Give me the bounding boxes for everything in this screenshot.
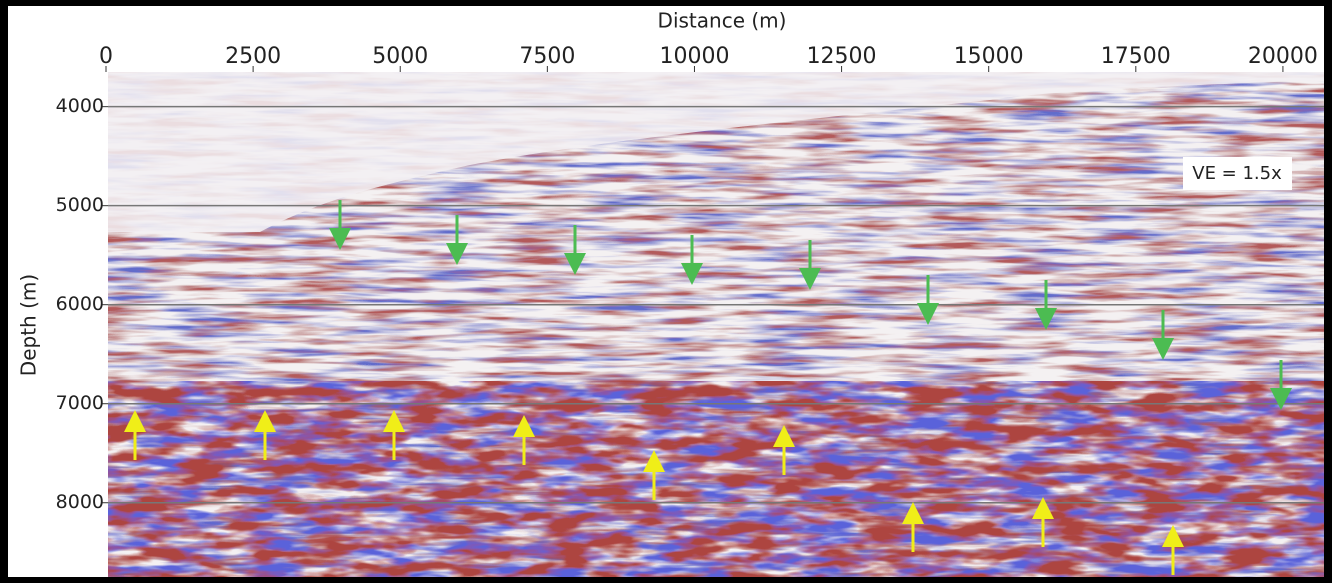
x-tick-label: 5000 <box>372 44 428 69</box>
page: Distance (m) Depth (m) VE = 1.5x 4000 500… <box>0 0 1332 583</box>
y-tick-label: 6000 <box>56 293 104 315</box>
x-tick-label: 2500 <box>225 44 281 69</box>
x-tick-label: 17500 <box>1101 44 1171 69</box>
x-tick-label: 0 <box>99 44 113 69</box>
figure: Distance (m) Depth (m) VE = 1.5x 4000 500… <box>0 0 1332 583</box>
x-tick-label: 7500 <box>519 44 575 69</box>
seismic-image <box>108 72 1324 577</box>
x-tick-label: 20000 <box>1248 44 1318 69</box>
y-tick-label: 7000 <box>56 392 104 414</box>
annotation: VE = 1.5x <box>1192 163 1282 184</box>
x-tick-label: 10000 <box>659 44 729 69</box>
y-tick-label: 4000 <box>56 95 104 117</box>
x-axis-label: Distance (m) <box>658 9 787 33</box>
y-tick-label: 8000 <box>56 491 104 513</box>
y-tick-label: 5000 <box>56 194 104 216</box>
x-tick-label: 12500 <box>807 44 877 69</box>
y-axis-label: Depth (m) <box>17 274 41 376</box>
x-tick-label: 15000 <box>954 44 1024 69</box>
